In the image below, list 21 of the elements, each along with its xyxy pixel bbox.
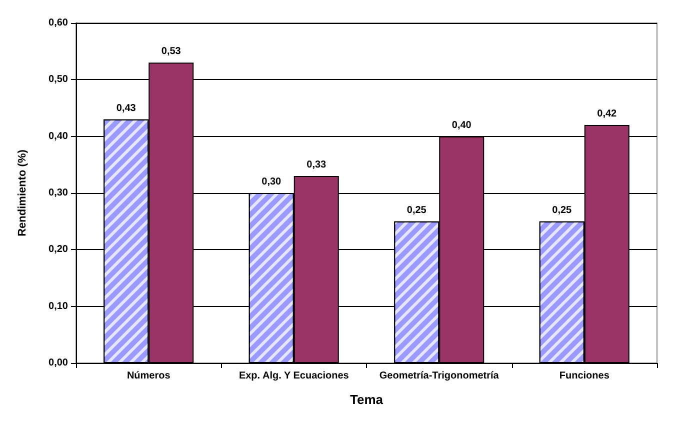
x-tick-label: Geometría-Trigonometría <box>379 370 500 382</box>
data-label: 0,43 <box>116 102 136 114</box>
data-label: 0,42 <box>597 108 618 120</box>
x-axis-title: Tema <box>350 392 384 407</box>
x-tick-label: Exp. Alg. Y Ecuaciones <box>238 370 350 382</box>
y-axis-title: Rendimiento (%) <box>16 149 28 236</box>
x-tick-label: Números <box>126 370 171 382</box>
data-label: 0,40 <box>452 120 472 131</box>
y-tick-label: 0,10 <box>48 300 68 312</box>
y-tick-label: 0,20 <box>48 244 68 256</box>
y-tick-label: 0,50 <box>48 74 68 86</box>
data-label: 0,33 <box>306 160 327 170</box>
x-tick-label: Funciones <box>559 370 610 382</box>
y-tick-label: 0,60 <box>48 18 68 28</box>
data-label: 0,53 <box>161 46 182 58</box>
y-tick-label: 0,00 <box>48 358 68 368</box>
data-label: 0,30 <box>262 176 282 188</box>
y-tick-label: 0,40 <box>48 130 68 142</box>
data-label: 0,25 <box>552 204 572 216</box>
y-tick-label: 0,30 <box>48 188 68 198</box>
data-label: 0,25 <box>406 204 427 216</box>
